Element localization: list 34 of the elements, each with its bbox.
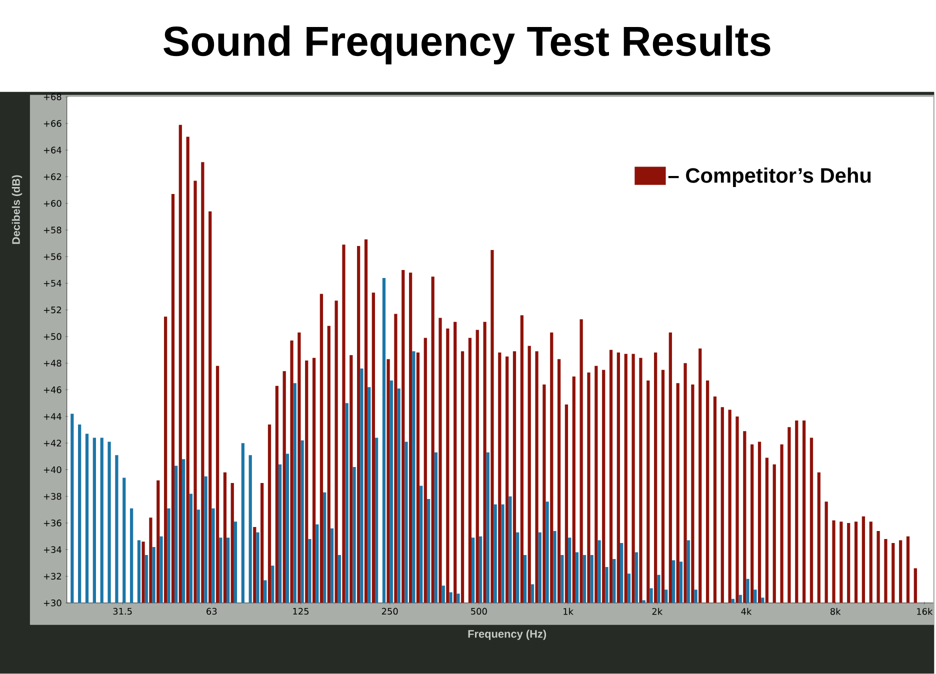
x-tick-label: 125 <box>293 608 309 615</box>
y-tick-label: +30 <box>44 600 62 606</box>
chart-title: Sound Frequency Test Results <box>164 26 770 64</box>
x-tick-label: 250 <box>382 608 398 615</box>
x-tick-label: 8k <box>830 608 841 615</box>
y-tick-label: +54 <box>44 280 62 287</box>
y-tick-label: +56 <box>44 253 62 260</box>
y-tick-label: +34 <box>44 546 62 554</box>
y-tick-label: +50 <box>44 333 62 340</box>
y-tick-label: +64 <box>44 146 62 154</box>
y-tick-label: +60 <box>44 200 62 207</box>
legend-label: – Competitor’s Dehu <box>668 168 871 188</box>
x-tick-label: 16k <box>917 608 933 615</box>
y-tick-label: +68 <box>44 94 62 100</box>
x-tick-label: 31.5 <box>113 608 132 615</box>
y-tick-label: +32 <box>44 572 61 580</box>
x-tick-label: 1k <box>564 608 574 615</box>
y-tick-label: +46 <box>44 386 62 394</box>
y-tick-label: +44 <box>44 413 62 420</box>
x-tick-label: 4k <box>741 608 752 615</box>
y-tick-label: +48 <box>44 360 62 367</box>
y-tick-label: +38 <box>44 493 62 500</box>
y-tick-label: +36 <box>44 520 62 526</box>
y-tick-label: +42 <box>44 440 61 447</box>
y-tick-label: +52 <box>44 306 61 314</box>
y-tick-label: +62 <box>44 173 61 180</box>
x-tick-label: 500 <box>471 608 487 615</box>
x-tick-label: 2k <box>652 608 663 615</box>
x-tick-label: 63 <box>206 608 217 615</box>
y-tick-label: +40 <box>44 466 62 474</box>
y-tick-label: +58 <box>44 226 62 234</box>
y-tick-label: +66 <box>44 120 62 127</box>
x-axis-title: Frequency (Hz) <box>468 630 546 640</box>
y-axis-title: Decibels (dB) <box>12 175 22 244</box>
